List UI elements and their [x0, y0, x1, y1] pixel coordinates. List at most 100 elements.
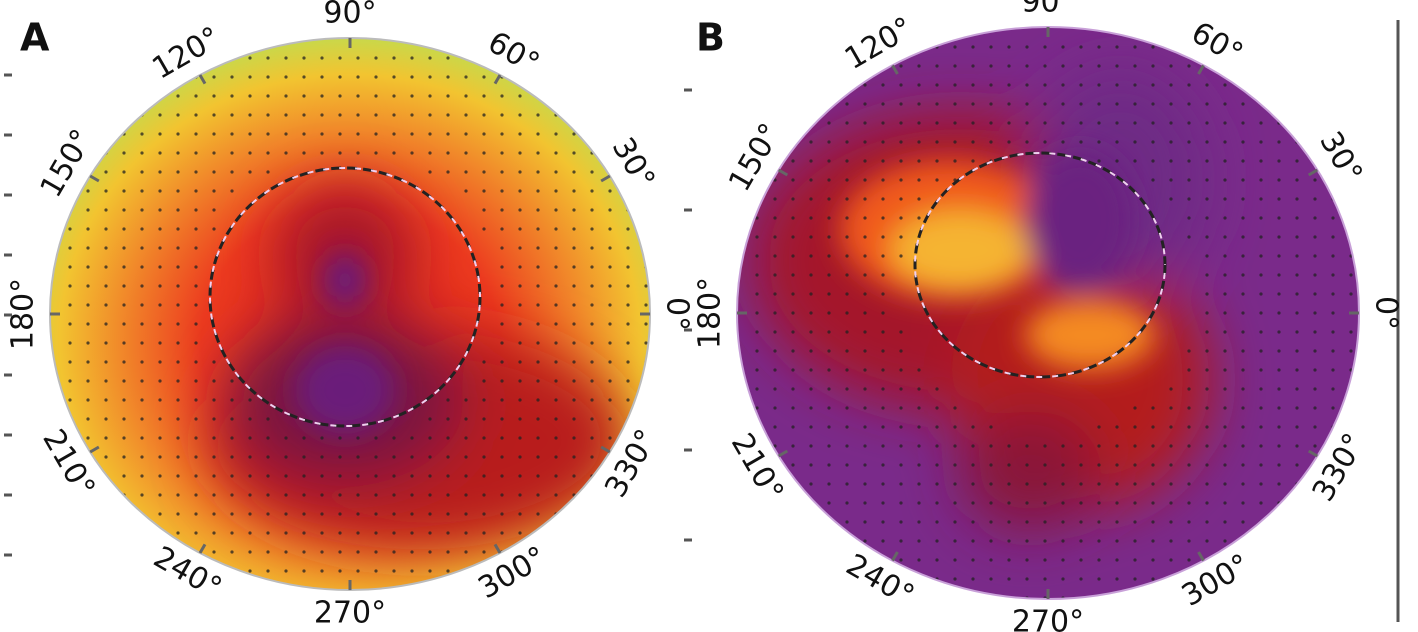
grid-dot	[917, 387, 921, 391]
grid-dot	[1313, 121, 1317, 125]
grid-dot	[122, 170, 126, 174]
grid-dot	[1151, 539, 1155, 543]
grid-dot	[845, 178, 849, 182]
grid-dot	[809, 520, 813, 524]
grid-dot	[1187, 178, 1191, 182]
grid-dot	[554, 455, 558, 459]
grid-dot	[1205, 539, 1209, 543]
grid-dot	[320, 436, 324, 440]
grid-dot	[1133, 140, 1137, 144]
grid-dot	[1133, 406, 1137, 410]
grid-dot	[158, 341, 162, 345]
grid-dot	[104, 303, 108, 307]
grid-dot	[446, 493, 450, 497]
grid-dot	[1205, 330, 1209, 334]
grid-dot	[86, 341, 90, 345]
grid-dot	[1313, 235, 1317, 239]
grid-dot	[1205, 406, 1209, 410]
grid-dot	[845, 140, 849, 144]
grid-dot	[158, 94, 162, 98]
grid-dot	[518, 379, 522, 383]
grid-dot	[86, 246, 90, 250]
grid-dot	[917, 102, 921, 106]
grid-dot	[881, 539, 885, 543]
grid-dot	[1277, 482, 1281, 486]
grid-dot	[899, 368, 903, 372]
grid-dot	[809, 121, 813, 125]
grid-dot	[1223, 539, 1227, 543]
heatmap-a	[50, 38, 650, 590]
grid-dot	[500, 208, 504, 212]
grid-dot	[1241, 159, 1245, 163]
grid-dot	[1313, 330, 1317, 334]
grid-dot	[122, 455, 126, 459]
grid-dot	[1043, 463, 1047, 467]
grid-dot	[104, 56, 108, 60]
grid-dot	[953, 482, 957, 486]
grid-dot	[356, 151, 360, 155]
grid-dot	[590, 531, 594, 535]
grid-dot	[608, 94, 612, 98]
grid-dot	[572, 436, 576, 440]
grid-dot	[194, 474, 198, 478]
grid-dot	[464, 151, 468, 155]
grid-dot	[791, 273, 795, 277]
grid-dot	[1331, 311, 1335, 315]
grid-dot	[536, 512, 540, 516]
grid-dot	[773, 254, 777, 258]
grid-dot	[104, 284, 108, 288]
grid-dot	[410, 550, 414, 554]
grid-dot	[827, 387, 831, 391]
grid-dot	[845, 83, 849, 87]
grid-dot	[608, 379, 612, 383]
grid-dot	[1223, 273, 1227, 277]
grid-dot	[1349, 197, 1353, 201]
grid-dot	[302, 56, 306, 60]
grid-dot	[1205, 102, 1209, 106]
grid-dot	[140, 265, 144, 269]
grid-dot	[590, 512, 594, 516]
grid-dot	[755, 406, 759, 410]
grid-dot	[1277, 444, 1281, 448]
grid-dot	[899, 121, 903, 125]
grid-dot	[482, 132, 486, 136]
grid-dot	[284, 455, 288, 459]
grid-dot	[572, 75, 576, 79]
grid-dot	[1043, 45, 1047, 49]
grid-dot	[1187, 444, 1191, 448]
grid-dot	[1277, 159, 1281, 163]
grid-dot	[356, 531, 360, 535]
grid-dot	[644, 246, 648, 250]
grid-dot	[809, 235, 813, 239]
grid-dot	[881, 520, 885, 524]
grid-dot	[284, 56, 288, 60]
grid-dot	[845, 387, 849, 391]
grid-dot	[266, 550, 270, 554]
grid-dot	[1277, 273, 1281, 277]
grid-dot	[1115, 482, 1119, 486]
grid-dot	[410, 455, 414, 459]
grid-dot	[863, 140, 867, 144]
grid-dot	[500, 303, 504, 307]
grid-dot	[1205, 444, 1209, 448]
grid-dot	[1205, 159, 1209, 163]
grid-dot	[176, 531, 180, 535]
grid-dot	[1277, 102, 1281, 106]
grid-dot	[1133, 83, 1137, 87]
grid-dot	[428, 151, 432, 155]
grid-dot	[1331, 254, 1335, 258]
tick-mark	[89, 174, 100, 183]
grid-dot	[917, 83, 921, 87]
grid-dot	[302, 474, 306, 478]
grid-dot	[446, 474, 450, 478]
grid-dot	[194, 246, 198, 250]
grid-dot	[194, 303, 198, 307]
grid-dot	[809, 387, 813, 391]
grid-dot	[1241, 501, 1245, 505]
grid-dot	[773, 425, 777, 429]
grid-dot	[881, 159, 885, 163]
grid-dot	[1169, 197, 1173, 201]
grid-dot	[1223, 368, 1227, 372]
grid-dot	[248, 455, 252, 459]
